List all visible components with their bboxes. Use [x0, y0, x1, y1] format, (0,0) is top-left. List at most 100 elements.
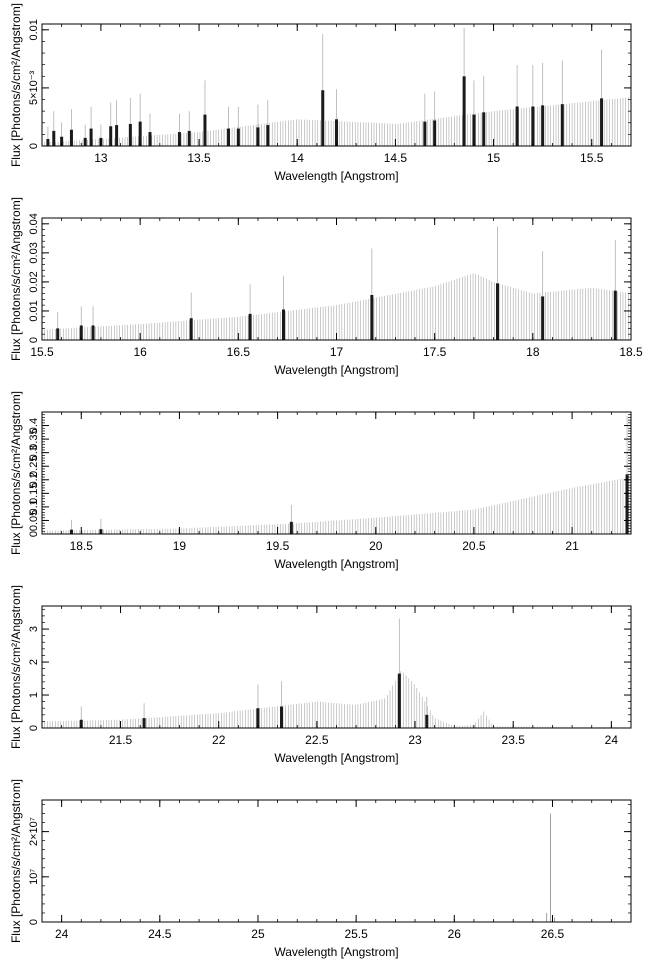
- x-tick-label: 22.5: [305, 733, 329, 747]
- data-bar: [280, 706, 284, 728]
- y-tick-label: 0.25: [28, 456, 40, 477]
- panel-1: 13 13.5 14 14.5 15 15.5 0 5×10⁻³ 0.01 Wavelength …: [9, 3, 632, 183]
- y-tick-label: 2×10⁷: [28, 817, 40, 846]
- x-tick-label: 19: [173, 539, 187, 553]
- panel-5: 24 24.5 25 25.5 26 26.5 0 10⁷ 2×10⁷ Wavelength [A…: [9, 779, 632, 959]
- data-bar: [189, 318, 193, 340]
- x-axis: 15.5 16 16.5 17 17.5 18 18.5: [30, 218, 643, 359]
- y-axis: 00.050.10.150.20.250.30.350.4: [28, 411, 631, 537]
- x-tick-label: 15.5: [30, 345, 54, 359]
- data-bar: [60, 136, 64, 146]
- x-tick-label: 26.5: [541, 927, 565, 941]
- data-bar: [236, 128, 240, 146]
- data-bar: [289, 521, 293, 534]
- y-axis-title: Flux [Photons/s/cm²/Angstrom]: [9, 3, 23, 167]
- data-bar: [600, 98, 604, 146]
- line-bars: [46, 28, 604, 146]
- y-tick-label: 10⁷: [28, 869, 40, 885]
- data-bar: [482, 112, 486, 146]
- data-bar: [91, 325, 95, 340]
- x-tick-label: 24: [605, 733, 619, 747]
- x-tick-label: 18: [526, 345, 540, 359]
- data-bar: [148, 132, 152, 146]
- x-axis-title: Wavelength [Angstrom]: [274, 169, 398, 183]
- x-axis-title: Wavelength [Angstrom]: [274, 945, 398, 959]
- data-bar: [433, 120, 437, 146]
- y-tick-label: 2: [28, 659, 40, 665]
- x-tick-label: 14.5: [384, 151, 408, 165]
- data-bar: [115, 125, 119, 146]
- x-axis-title: Wavelength [Angstrom]: [274, 751, 398, 765]
- x-tick-label: 20.5: [462, 539, 486, 553]
- line-bars: [79, 618, 429, 728]
- y-axis-title: Flux [Photons/s/cm²/Angstrom]: [9, 391, 23, 555]
- x-tick-label: 24: [55, 927, 69, 941]
- data-bar: [138, 121, 142, 146]
- y-tick-label: 0: [28, 337, 40, 343]
- y-axis: 0 0.01 0.02 0.03 0.04: [28, 213, 631, 343]
- data-bar: [83, 137, 87, 146]
- data-bar: [281, 309, 285, 340]
- data-bar: [227, 128, 231, 146]
- data-bar: [541, 296, 545, 340]
- data-bar: [52, 130, 56, 146]
- y-tick-label: 5×10⁻³: [28, 70, 40, 105]
- y-tick-label: 0.15: [28, 483, 40, 504]
- y-tick-label: 0.4: [28, 418, 40, 433]
- y-tick-label: 0.01: [28, 19, 40, 40]
- data-bar: [613, 290, 617, 340]
- x-tick-label: 18.5: [619, 345, 643, 359]
- y-tick-label: 0.04: [28, 213, 40, 234]
- data-bar: [472, 114, 476, 146]
- x-tick-label: 17: [330, 345, 344, 359]
- data-bar: [142, 718, 146, 728]
- x-tick-label: 19.5: [266, 539, 290, 553]
- y-tick-label: 0.2: [28, 472, 40, 487]
- x-tick-label: 14: [291, 151, 305, 165]
- x-axis: 21.5 22 22.5 23 23.5 24: [41, 606, 632, 747]
- data-bar: [370, 294, 374, 340]
- continuum-bars: [41, 273, 632, 340]
- line-bars: [69, 416, 629, 534]
- data-bar: [79, 325, 83, 340]
- x-tick-label: 20: [369, 539, 383, 553]
- y-tick-label: 0.03: [28, 242, 40, 263]
- y-axis-title: Flux [Photons/s/cm²/Angstrom]: [9, 197, 23, 361]
- plot-frame: [41, 799, 632, 923]
- data-bar: [128, 123, 132, 146]
- data-bar: [46, 139, 50, 146]
- x-tick-label: 21.5: [109, 733, 133, 747]
- data-bar: [177, 132, 181, 146]
- x-tick-label: 16: [133, 345, 147, 359]
- x-tick-label: 13: [94, 151, 108, 165]
- x-tick-label: 15: [487, 151, 501, 165]
- data-bar: [515, 106, 519, 146]
- data-bar: [69, 129, 73, 146]
- continuum-bars: [41, 477, 632, 534]
- data-bar: [541, 105, 545, 146]
- data-bar: [462, 76, 466, 146]
- y-tick-label: 0: [28, 531, 40, 537]
- y-tick-label: 0: [28, 725, 40, 731]
- data-bar: [89, 128, 93, 146]
- data-bar: [495, 283, 499, 340]
- x-tick-label: 24.5: [148, 927, 172, 941]
- x-tick-label: 18.5: [70, 539, 94, 553]
- data-bar: [203, 114, 207, 146]
- y-tick-label: 0.02: [28, 271, 40, 292]
- line-bars: [546, 813, 555, 922]
- panel-2: 15.5 16 16.5 17 17.5 18 18.5 0 0.01 0.02 0.03 0.04 W…: [9, 197, 643, 377]
- y-tick-label: 0.1: [28, 499, 40, 514]
- y-axis-title: Flux [Photons/s/cm²/Angstrom]: [9, 779, 23, 943]
- x-axis: 24 24.5 25 25.5 26 26.5: [41, 800, 632, 941]
- x-axis: 13 13.5 14 14.5 15 15.5: [41, 24, 632, 165]
- y-tick-label: 0: [28, 919, 40, 925]
- x-tick-label: 15.5: [580, 151, 604, 165]
- data-bar: [425, 714, 429, 728]
- data-bar: [69, 529, 73, 534]
- panel-3: 18.5 19 19.5 20 20.5 2100.050.10.150.20.250.3…: [9, 391, 632, 571]
- x-axis: 18.5 19 19.5 20 20.5 21: [41, 412, 632, 553]
- data-bar: [423, 121, 427, 146]
